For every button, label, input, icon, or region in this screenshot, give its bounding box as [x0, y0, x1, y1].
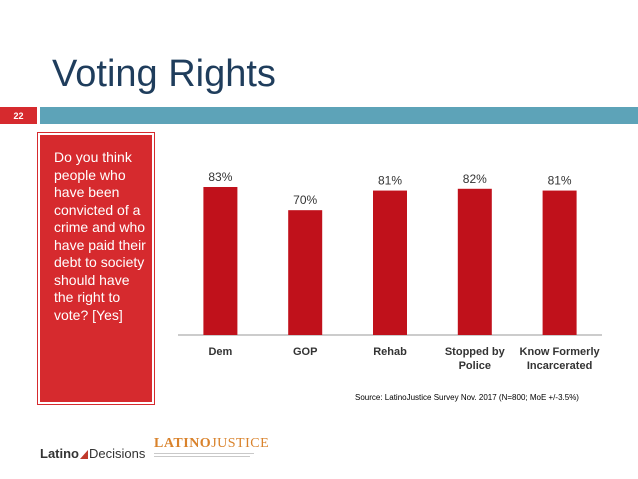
data-label-3: 82%	[463, 172, 487, 186]
latino-decisions-logo-part1: Latino	[40, 446, 79, 461]
latino-decisions-logo: Latino Decisions	[40, 446, 145, 461]
category-label-4-1: Incarcerated	[527, 360, 592, 372]
bar-1	[288, 210, 323, 335]
bar-3	[457, 188, 492, 335]
question-box: Do you think people who have been convic…	[37, 132, 155, 405]
source-note: Source: LatinoJustice Survey Nov. 2017 (…	[355, 393, 579, 402]
bar-2	[373, 190, 407, 335]
category-label-3-1: Police	[459, 360, 491, 372]
question-text: Do you think people who have been convic…	[54, 149, 146, 323]
slide-number: 22	[0, 107, 37, 124]
latino-justice-logo: LATINOJUSTICE	[154, 436, 269, 462]
title-bar	[40, 107, 638, 124]
category-label-1: GOP	[293, 346, 317, 358]
category-label-0: Dem	[208, 346, 232, 358]
data-label-4: 81%	[548, 174, 572, 188]
data-label-1: 70%	[293, 193, 317, 207]
data-label-2: 81%	[378, 174, 402, 188]
latino-justice-logo-part1: LATINO	[154, 436, 212, 451]
category-label-2: Rehab	[373, 346, 407, 358]
latino-justice-logo-part2: JUSTICE	[211, 436, 270, 451]
logo-tagline-lines	[154, 453, 264, 457]
latino-decisions-logo-part2: Decisions	[89, 446, 146, 461]
bar-0	[203, 187, 238, 335]
data-label-0: 83%	[208, 170, 232, 184]
category-label-3-0: Stopped by	[445, 346, 506, 358]
category-label-4-0: Know Formerly	[520, 346, 601, 358]
logo-mark-icon	[80, 450, 88, 459]
slide-title: Voting Rights	[52, 53, 276, 95]
bar-4	[542, 190, 577, 335]
